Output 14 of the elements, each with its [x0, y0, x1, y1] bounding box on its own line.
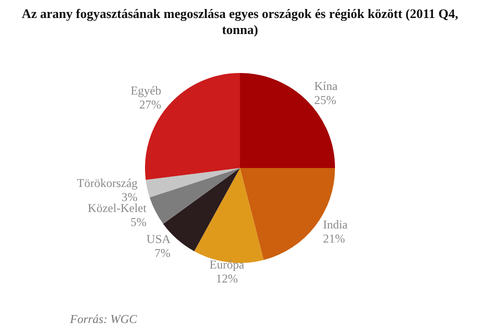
slice-label: India [322, 218, 348, 232]
data-label: 21% [322, 232, 345, 246]
slice-label: Egyéb [130, 84, 162, 98]
slice-label: Európa [210, 257, 245, 272]
chart-title: Az arany fogyasztásának megoszlása egyes országok és régiók között (2011 Q4, tonna) [20, 6, 460, 38]
data-label: 25% [314, 92, 336, 107]
slice-label: USA [146, 232, 171, 246]
data-label: 27% [139, 98, 162, 112]
slice-label: Törökország [76, 176, 138, 190]
data-label: 7% [154, 246, 171, 260]
data-label: 12% [216, 271, 238, 286]
data-label: 5% [130, 214, 146, 229]
slice-label: Kína [314, 78, 338, 93]
text: Forrás: WGC [70, 312, 138, 327]
